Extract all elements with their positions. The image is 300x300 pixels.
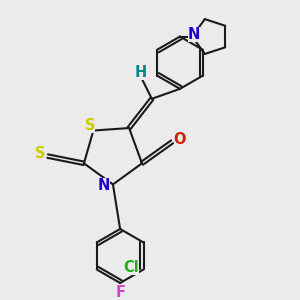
Text: Cl: Cl — [123, 260, 139, 275]
Text: S: S — [85, 118, 95, 133]
Text: F: F — [116, 285, 126, 300]
Text: O: O — [174, 132, 186, 147]
Text: N: N — [97, 178, 110, 193]
Text: S: S — [34, 146, 45, 161]
Text: N: N — [188, 27, 200, 42]
Text: H: H — [135, 65, 147, 80]
